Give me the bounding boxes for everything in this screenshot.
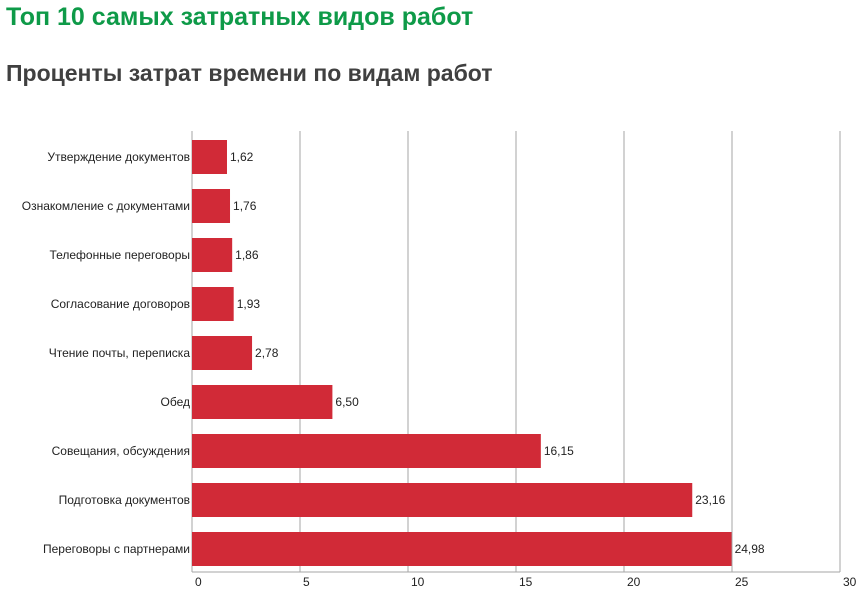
bar	[192, 336, 253, 370]
category-label: Согласование договоров	[51, 297, 190, 311]
value-label: 6,50	[335, 395, 359, 409]
bar	[192, 532, 732, 566]
bar	[192, 287, 234, 321]
value-label: 16,15	[544, 444, 574, 458]
x-tick-label: 20	[627, 575, 641, 589]
value-label: 1,93	[237, 297, 261, 311]
category-label: Подготовка документов	[59, 493, 190, 507]
category-label: Совещания, обсуждения	[52, 444, 190, 458]
value-label: 2,78	[255, 346, 279, 360]
value-label: 24,98	[735, 542, 765, 556]
bar	[192, 483, 693, 517]
bar	[192, 434, 541, 468]
x-tick-label: 5	[303, 575, 310, 589]
x-tick-label: 10	[411, 575, 425, 589]
category-label: Утверждение документов	[47, 150, 190, 164]
category-label: Телефонные переговоры	[49, 248, 190, 262]
x-tick-label: 15	[519, 575, 533, 589]
bar	[192, 238, 233, 272]
category-label: Ознакомление с документами	[22, 199, 190, 213]
bar	[192, 189, 231, 223]
x-tick-label: 0	[195, 575, 202, 589]
bars	[192, 140, 732, 566]
value-label: 1,76	[233, 199, 257, 213]
chart-subtitle: Проценты затрат времени по видам работ	[6, 60, 493, 86]
chart-title: Топ 10 самых затратных видов работ	[6, 3, 474, 31]
value-label: 23,16	[695, 493, 725, 507]
x-tick-label: 30	[843, 575, 857, 589]
labels: 0 5 10 15 20 25 30 Утверждение документов 1,62 Оз…	[22, 150, 857, 589]
x-tick-label: 25	[735, 575, 749, 589]
value-label: 1,62	[230, 150, 254, 164]
category-label: Обед	[161, 395, 190, 409]
category-label: Чтение почты, переписка	[49, 346, 191, 360]
value-label: 1,86	[235, 248, 259, 262]
bar	[192, 385, 333, 419]
bar	[192, 140, 227, 174]
category-label: Переговоры с партнерами	[43, 542, 190, 556]
